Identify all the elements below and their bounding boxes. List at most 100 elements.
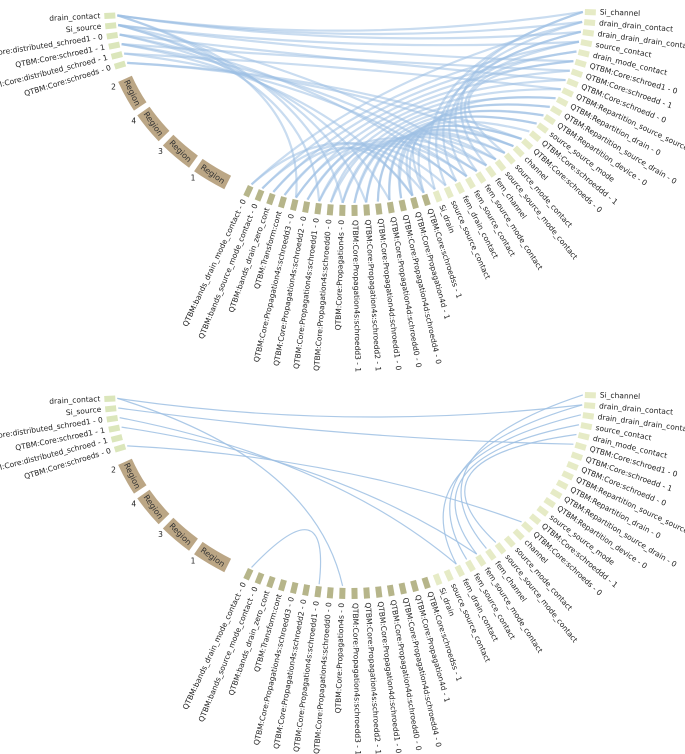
node-label: QTBM:Core:Propagation4s:schroedd3 - 1: [351, 603, 363, 754]
node-bar: [566, 78, 579, 88]
node-bar: [574, 441, 587, 451]
node-bar: [104, 395, 116, 403]
node-bar: [432, 573, 443, 586]
link: [295, 137, 487, 199]
link: [261, 142, 447, 190]
node-bar: [326, 587, 334, 599]
node-label: drain_contact: [49, 11, 101, 23]
region-arc: [194, 541, 232, 573]
node-bar: [521, 521, 534, 533]
link: [117, 23, 368, 203]
region-number: 3: [158, 530, 163, 539]
region-arc: [118, 458, 147, 494]
node-bar: [485, 165, 497, 178]
node-bar: [566, 461, 579, 471]
node-bar: [421, 193, 431, 207]
node-bar: [421, 576, 431, 590]
node-bar: [583, 402, 596, 410]
link: [123, 52, 468, 178]
node-bar: [386, 584, 395, 597]
node-bar: [104, 12, 116, 20]
chord-diagram: drain_contactSi_sourceQTBM:Core:distribu…: [0, 391, 685, 754]
node-label: QTBM:Core:Propagation4s - 0: [334, 603, 347, 714]
region-number: 2: [111, 82, 116, 91]
node-bar: [314, 202, 322, 215]
region-arc: [162, 517, 198, 551]
node-bar: [314, 585, 322, 598]
node-bar: [375, 203, 383, 215]
node-bar: [104, 405, 117, 413]
node-bar: [278, 579, 287, 592]
node-bar: [465, 559, 476, 573]
node-bar: [583, 19, 596, 27]
node-bar: [266, 575, 276, 589]
link: [464, 433, 577, 543]
node-bar: [363, 204, 371, 216]
link: [117, 397, 344, 587]
link: [454, 424, 580, 555]
node-bar: [536, 505, 549, 517]
node-bar: [503, 152, 516, 165]
node-bar: [528, 130, 542, 142]
link: [119, 33, 458, 183]
node-bar: [580, 39, 593, 48]
link: [121, 426, 478, 555]
node-bar: [108, 41, 121, 50]
node-bar: [363, 587, 371, 599]
node-bar: [503, 535, 516, 548]
node-bar: [521, 138, 534, 150]
node-bar: [302, 201, 311, 214]
node-bar: [254, 572, 265, 585]
region-arc: [137, 489, 170, 525]
node-bar: [454, 564, 465, 578]
region-number: 1: [191, 173, 196, 182]
link: [117, 10, 584, 32]
node-bar: [243, 567, 254, 581]
node-bar: [398, 199, 407, 212]
node-bar: [570, 68, 584, 78]
link: [127, 445, 522, 523]
node-bar: [254, 189, 265, 202]
node-bar: [549, 105, 563, 117]
node-bar: [536, 122, 549, 134]
link: [117, 397, 583, 418]
link: [121, 43, 570, 72]
node-bar: [582, 29, 595, 37]
node-bar: [443, 186, 454, 199]
node-bar: [570, 451, 584, 461]
node-bar: [266, 192, 276, 206]
node-bar: [290, 198, 299, 211]
node-bar: [485, 548, 497, 561]
node-bar: [454, 181, 465, 195]
link: [318, 88, 561, 202]
node-bar: [104, 22, 117, 30]
region-number: 3: [158, 147, 163, 156]
node-bar: [549, 488, 563, 500]
node-label: Si_source: [65, 405, 102, 418]
link: [467, 60, 574, 154]
link: [250, 20, 583, 186]
region-arc: [162, 134, 198, 168]
link: [119, 33, 391, 201]
node-bar: [561, 470, 574, 481]
region-arc: [194, 158, 232, 190]
node-bar: [555, 479, 569, 490]
node-bar: [398, 582, 407, 595]
link: [460, 10, 584, 167]
node-bar: [577, 49, 590, 58]
node-label: Si_channel: [600, 391, 641, 401]
link: [251, 529, 322, 585]
node-bar: [561, 87, 574, 98]
node-bar: [512, 145, 525, 158]
node-bar: [113, 60, 127, 70]
link: [442, 414, 581, 565]
region-number: 2: [111, 465, 116, 474]
node-bar: [512, 528, 525, 541]
node-bar: [443, 569, 454, 582]
node-bar: [278, 196, 287, 209]
node-bar: [574, 58, 587, 68]
node-bar: [410, 579, 419, 593]
node-bar: [110, 51, 123, 60]
